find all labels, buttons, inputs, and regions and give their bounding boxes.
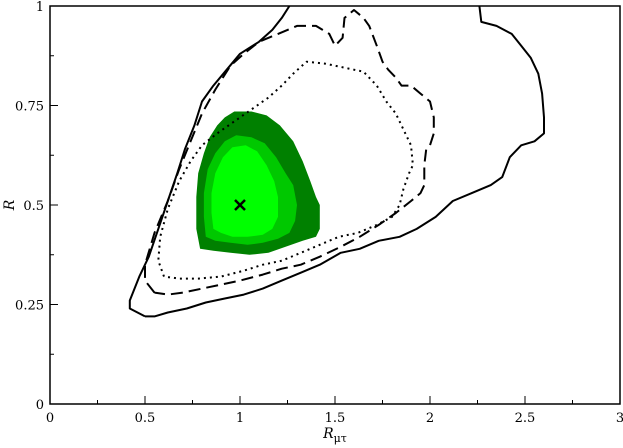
y-tick-label: 0.5 <box>23 199 44 214</box>
x-axis-ticks: 0 0.5 1 1.5 2 2.5 3 <box>46 396 623 426</box>
confidence-region-3 <box>211 145 278 237</box>
best-fit-marker-group <box>234 199 246 211</box>
y-axis-ticks: 0 0.25 0.5 0.75 1 <box>15 0 58 413</box>
y-tick-label: 1 <box>36 0 44 15</box>
y-axis-label: R <box>2 199 18 211</box>
x-tick-label: 0 <box>46 411 54 426</box>
y-tick-label: 0 <box>36 398 44 413</box>
contour-solid-3 <box>128 5 291 318</box>
contour-dashed-2 <box>144 9 435 296</box>
filled-confidence-regions <box>196 111 320 255</box>
x-tick-label: 3 <box>616 411 623 426</box>
x-tick-label: 0.5 <box>135 411 156 426</box>
contour-solid-4 <box>145 5 545 318</box>
x-axis-label: Rμτ <box>322 426 347 445</box>
x-tick-label: 2 <box>426 411 434 426</box>
best-fit-marker <box>234 199 246 211</box>
x-tick-label: 1.5 <box>325 411 346 426</box>
y-tick-label: 0.75 <box>15 100 44 115</box>
y-tick-label: 0.25 <box>15 299 44 314</box>
x-tick-label: 2.5 <box>515 411 536 426</box>
x-tick-label: 1 <box>236 411 244 426</box>
contour-lines <box>128 5 545 318</box>
